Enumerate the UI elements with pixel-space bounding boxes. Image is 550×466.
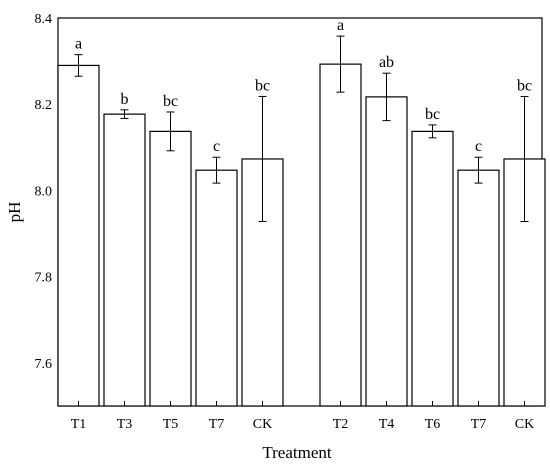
y-tick-label: 8.4 xyxy=(35,12,53,27)
significance-label: bc xyxy=(255,77,270,94)
x-tick-label: CK xyxy=(515,417,534,432)
y-tick-label: 8.0 xyxy=(35,184,53,199)
bar xyxy=(57,64,100,407)
x-axis: T1 T3 T5 T7 CK T2 T4 T6 T7 CK xyxy=(71,401,534,432)
x-tick-label: T6 xyxy=(425,417,441,432)
significance-label: bc xyxy=(517,77,532,94)
y-tick-label: 7.8 xyxy=(35,271,53,286)
bar xyxy=(411,130,454,407)
significance-label: bc xyxy=(425,106,440,123)
y-tick-label: 7.6 xyxy=(35,357,53,372)
x-tick-label: CK xyxy=(253,417,272,432)
significance-label: a xyxy=(75,36,82,53)
significance-label: b xyxy=(121,91,129,108)
x-tick-label: T1 xyxy=(71,417,87,432)
significance-label: c xyxy=(213,138,220,155)
x-tick-label: T3 xyxy=(117,417,133,432)
x-tick-label: T2 xyxy=(333,417,349,432)
significance-label: c xyxy=(475,138,482,155)
x-tick-label: T7 xyxy=(471,417,487,432)
x-axis-label: Treatment xyxy=(262,443,332,462)
y-tick-label: 8.2 xyxy=(35,98,53,113)
significance-label: bc xyxy=(163,93,178,110)
significance-label: ab xyxy=(379,54,394,71)
bar xyxy=(103,113,146,407)
bar xyxy=(195,169,238,407)
y-axis: 7.6 7.8 8.0 8.2 8.4 xyxy=(35,12,63,372)
x-tick-label: T7 xyxy=(209,417,225,432)
x-tick-label: T4 xyxy=(379,417,395,432)
bar xyxy=(365,96,408,407)
significance-label: a xyxy=(337,17,344,34)
bar xyxy=(457,169,500,407)
x-tick-label: T5 xyxy=(163,417,179,432)
y-axis-label: pH xyxy=(5,202,24,223)
bar xyxy=(149,130,192,407)
bar xyxy=(319,63,362,407)
